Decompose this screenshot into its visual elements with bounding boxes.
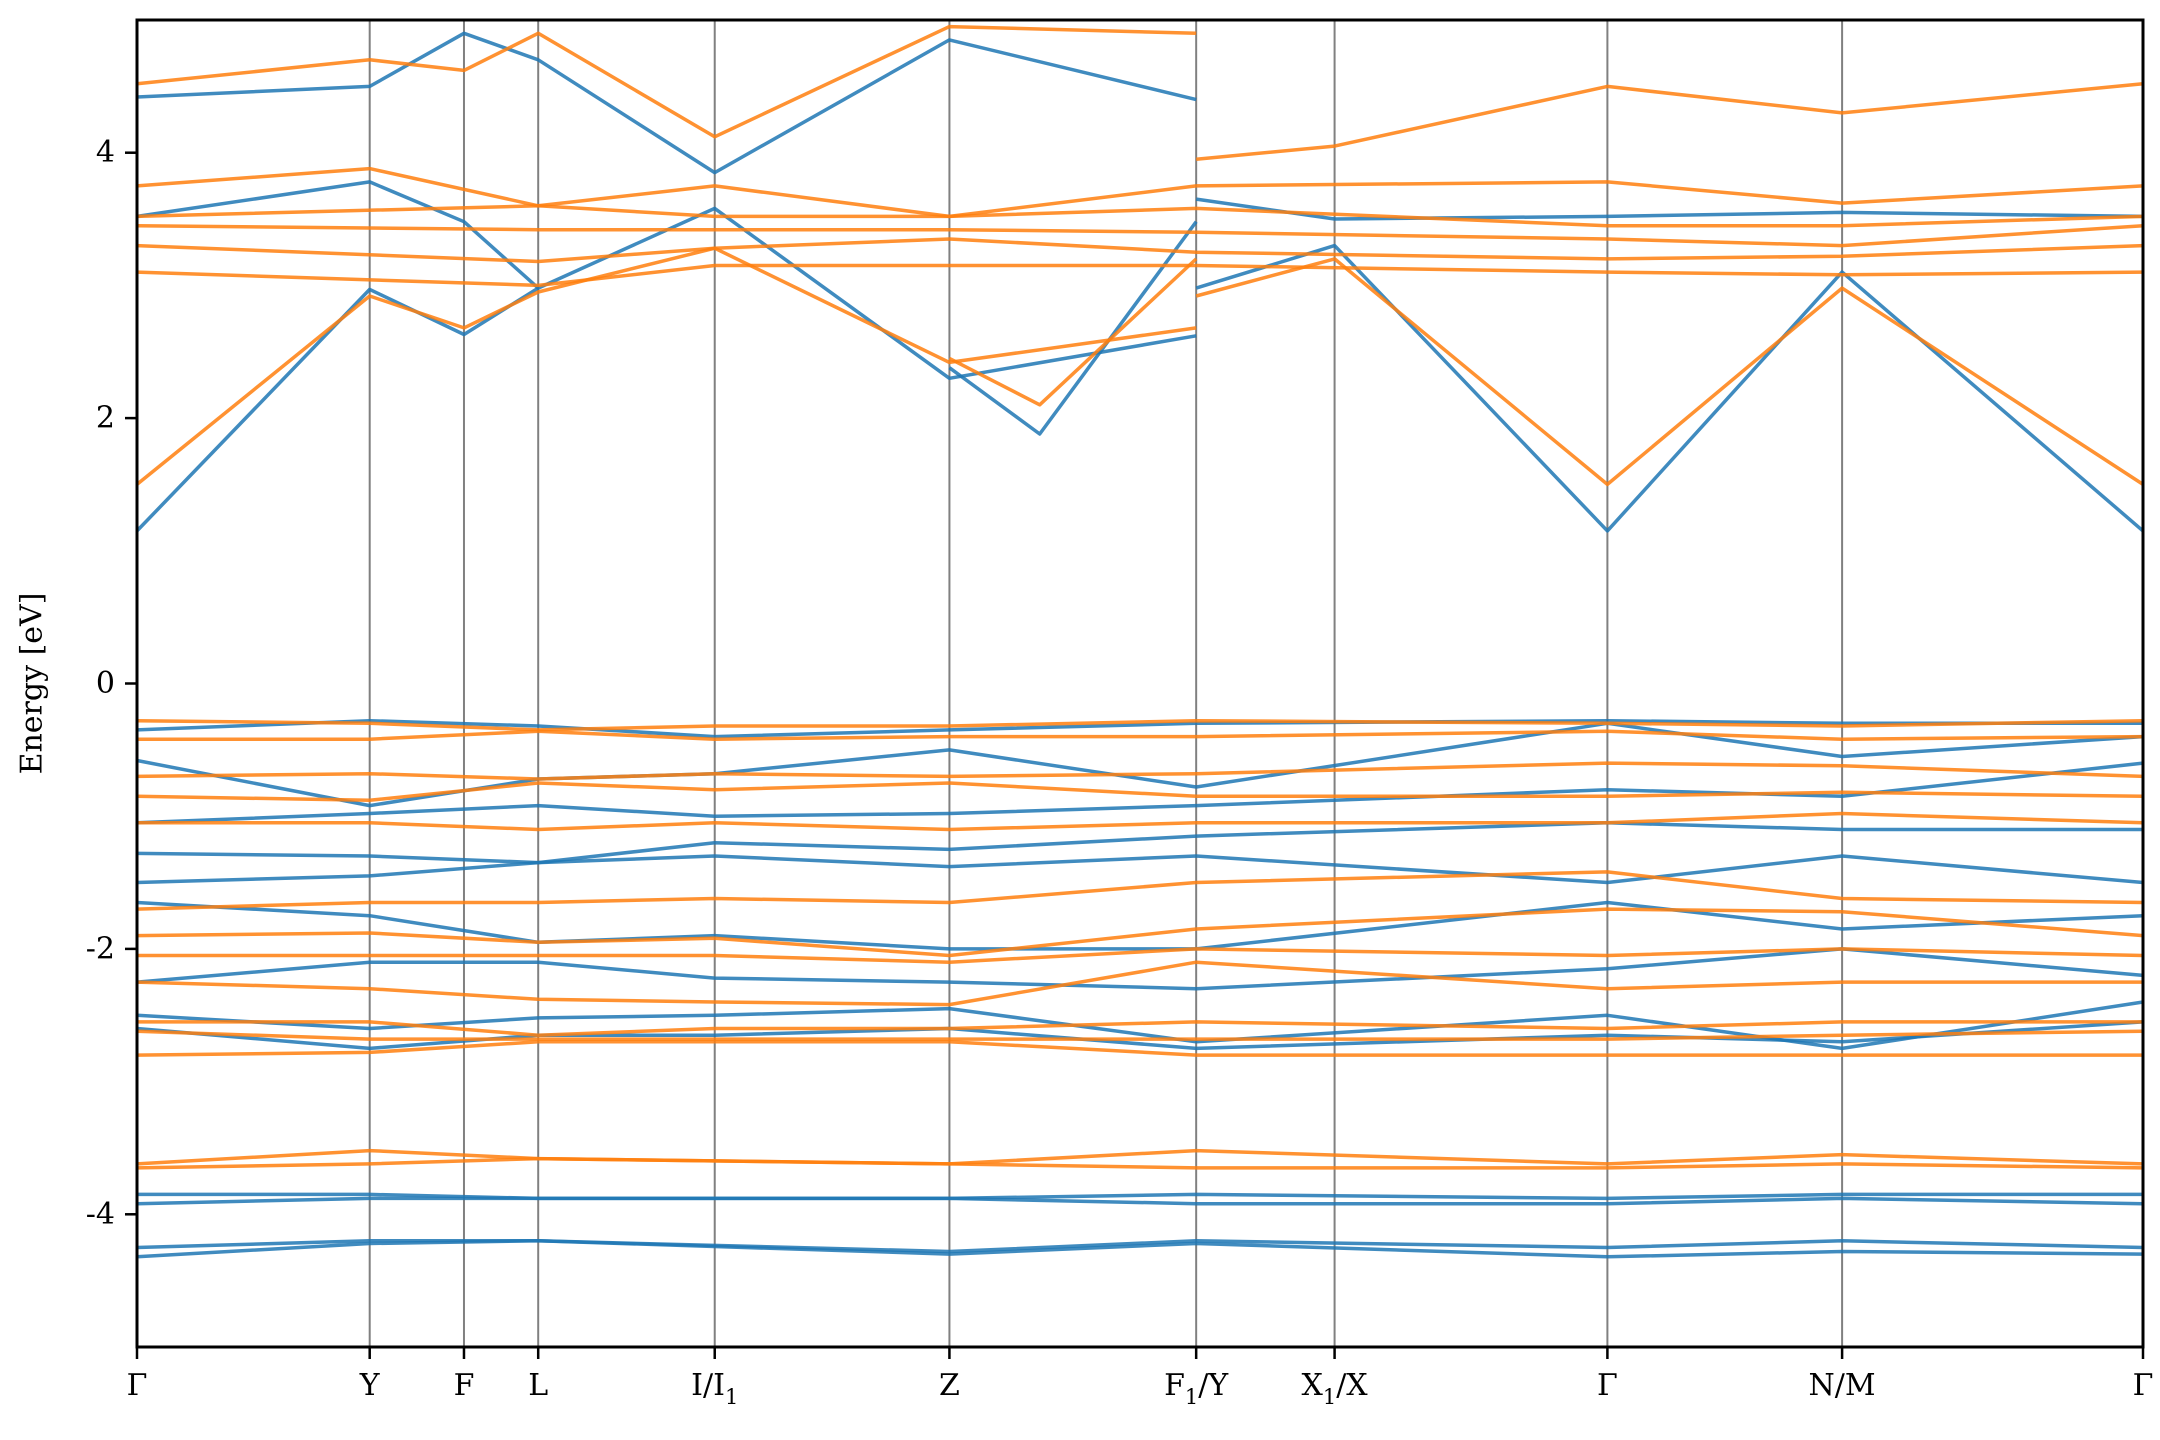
band-line-orange: [135, 246, 1197, 486]
band-line-blue: [137, 1192, 2143, 1201]
band-line-orange: [1196, 81, 2144, 162]
band-line-blue: [136, 1239, 2144, 1254]
band-line-orange: [136, 1156, 2144, 1170]
band-line-orange: [136, 263, 2144, 288]
band-line-blue: [135, 206, 1197, 533]
band-line-orange: [1195, 257, 2144, 487]
band-line-blue: [136, 854, 2144, 885]
x-tick-label: N/M: [1809, 1368, 1876, 1403]
band-line-blue: [948, 220, 1198, 436]
band-line-orange: [136, 761, 2144, 781]
band-line-orange: [136, 1029, 2144, 1041]
band-line-orange: [136, 1040, 2143, 1057]
x-axis: Γ Y F L I/I1 Z F1/Y X1/X Γ N/M Γ: [127, 1347, 2154, 1409]
x-tick-label: X1/X: [1301, 1368, 1368, 1409]
x-tick-label: F1/Y: [1164, 1368, 1229, 1409]
band-line-orange: [136, 718, 2144, 732]
band-line-orange: [948, 257, 1198, 407]
y-tick-label: 4: [96, 135, 115, 170]
band-line-blue: [136, 718, 2143, 739]
band-line-orange: [136, 204, 2144, 228]
x-tick-label: Y: [359, 1368, 381, 1403]
band-line-blue: [136, 947, 2144, 991]
y-axis-title: Energy [eV]: [15, 593, 50, 775]
x-tick-label: L: [528, 1368, 548, 1403]
band-line-orange: [136, 237, 2144, 264]
x-tick-label: I/I1: [691, 1368, 738, 1409]
band-line-blue: [136, 180, 540, 290]
x-tick-label: Z: [939, 1368, 960, 1403]
band-line-orange: [136, 781, 2144, 803]
y-tick-label: 2: [96, 401, 115, 436]
band-line-orange: [136, 870, 2144, 911]
band-line-orange: [137, 729, 2144, 741]
band-line-orange: [136, 24, 1197, 139]
band-line-blue: [136, 1196, 2144, 1206]
high-symmetry-lines: [368, 20, 1844, 1347]
x-tick-label: Γ: [127, 1368, 148, 1403]
x-tick-label: Γ: [1597, 1368, 1618, 1403]
x-tick-label: F: [454, 1368, 475, 1403]
band-line-orange: [136, 223, 2144, 248]
band-line-blue: [136, 721, 2144, 808]
band-line-orange: [137, 947, 2144, 964]
band-line-orange: [136, 960, 2143, 1007]
band-line-orange: [137, 811, 2144, 832]
band-line-orange: [136, 907, 2144, 958]
y-tick-label: 0: [96, 666, 115, 701]
band-line-orange: [136, 166, 2144, 219]
y-tick-label: -4: [86, 1197, 115, 1232]
band-line-blue: [136, 31, 1197, 175]
y-tick-label: -2: [86, 931, 115, 966]
y-axis: -4 -2 0 2 4: [86, 135, 137, 1232]
band-line-blue: [136, 821, 2143, 865]
band-lines: [135, 24, 2145, 1259]
band-line-orange: [137, 1020, 2143, 1037]
band-line-blue: [136, 900, 2144, 951]
band-line-blue: [136, 1239, 2144, 1259]
band-line-orange: [136, 1148, 2144, 1166]
band-line-blue: [1195, 243, 2145, 533]
x-tick-label: Γ: [2133, 1368, 2154, 1403]
